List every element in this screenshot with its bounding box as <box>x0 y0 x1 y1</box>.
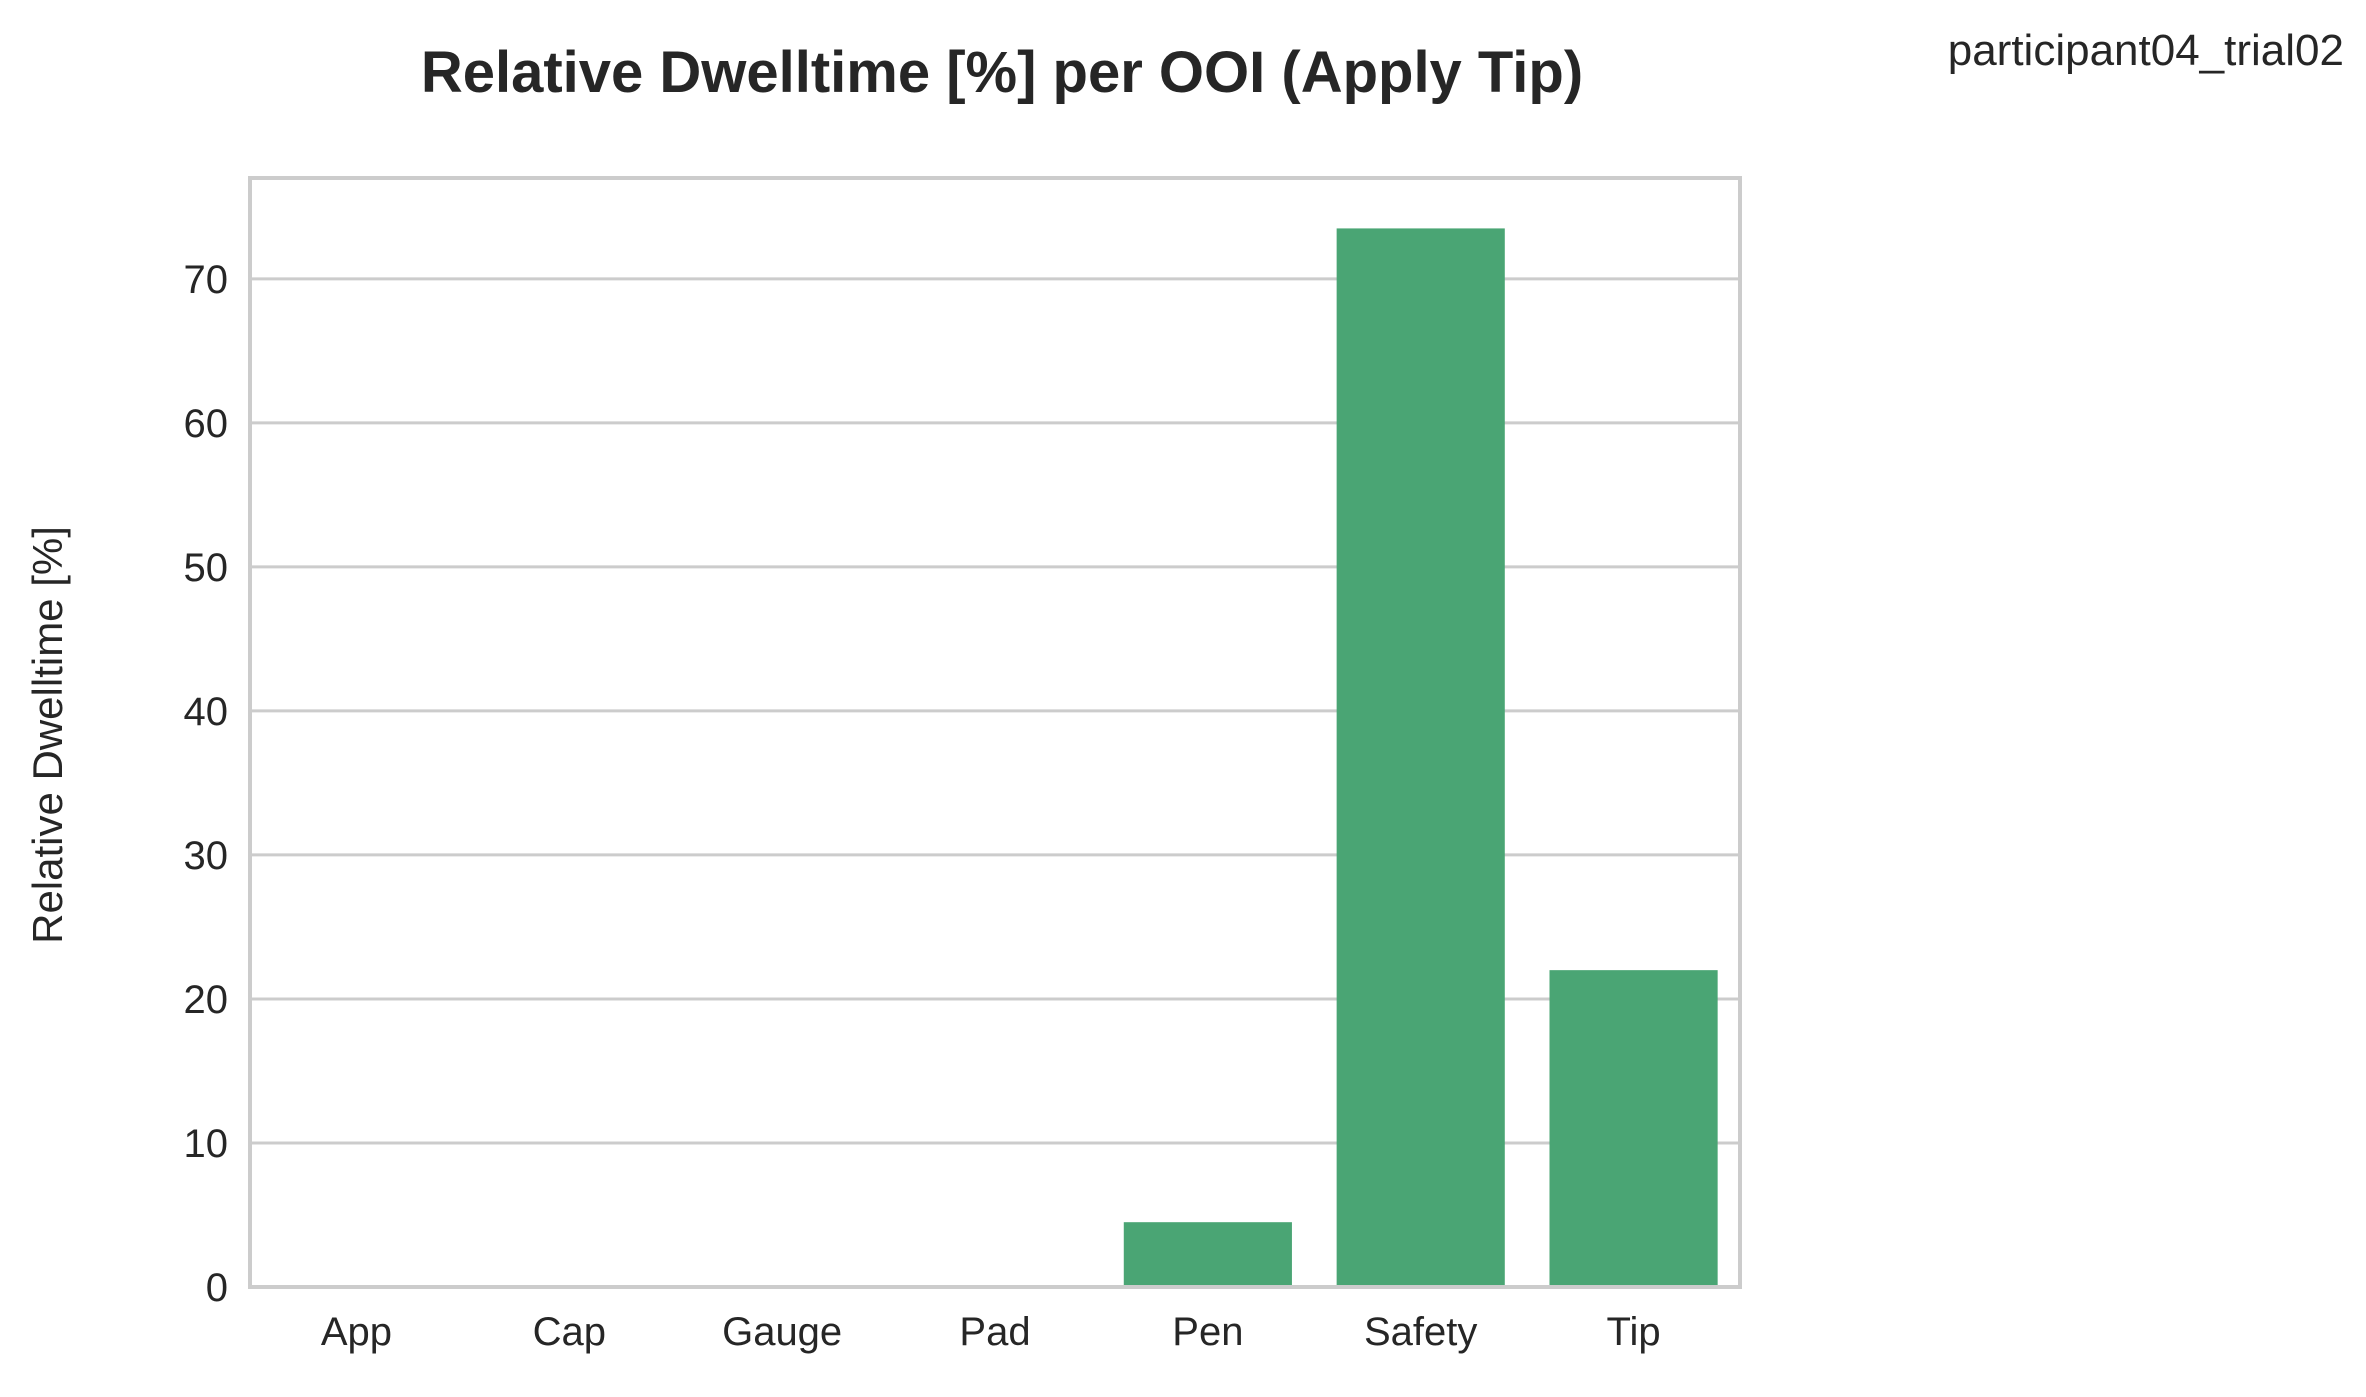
y-tick-labels: 0 10 20 30 40 50 60 70 <box>184 258 229 1310</box>
y-tick-label: 20 <box>184 978 229 1022</box>
gridlines <box>250 277 1740 1289</box>
plot-area-frame <box>248 176 1742 1289</box>
y-tick-label: 0 <box>206 1266 228 1310</box>
y-tick-label: 70 <box>184 258 229 302</box>
bar-safety <box>1336 228 1505 1288</box>
y-tick-label: 40 <box>184 690 229 734</box>
bars <box>1123 228 1718 1288</box>
participant-trial-caption: participant04_trial02 <box>1948 26 2344 75</box>
bar-pen <box>1123 1222 1292 1287</box>
x-tick-label-gauge: Gauge <box>722 1310 842 1354</box>
chart-title: Relative Dwelltime [%] per OOI (Apply Ti… <box>421 40 1583 105</box>
x-tick-label-tip: Tip <box>1607 1310 1661 1354</box>
x-tick-label-cap: Cap <box>533 1310 606 1354</box>
y-tick-label: 50 <box>184 546 229 590</box>
y-axis-label: Relative Dwelltime [%] <box>24 526 71 944</box>
x-tick-label-app: App <box>321 1310 392 1354</box>
y-tick-label: 10 <box>184 1122 229 1166</box>
bar-tip <box>1549 970 1718 1287</box>
x-tick-label-safety: Safety <box>1364 1310 1477 1354</box>
y-tick-label: 30 <box>184 834 229 878</box>
y-tick-label: 60 <box>184 402 229 446</box>
x-tick-label-pen: Pen <box>1172 1310 1243 1354</box>
x-tick-labels: App Cap Gauge Pad Pen Safety Tip <box>321 1310 1661 1354</box>
x-tick-label-pad: Pad <box>959 1310 1030 1354</box>
